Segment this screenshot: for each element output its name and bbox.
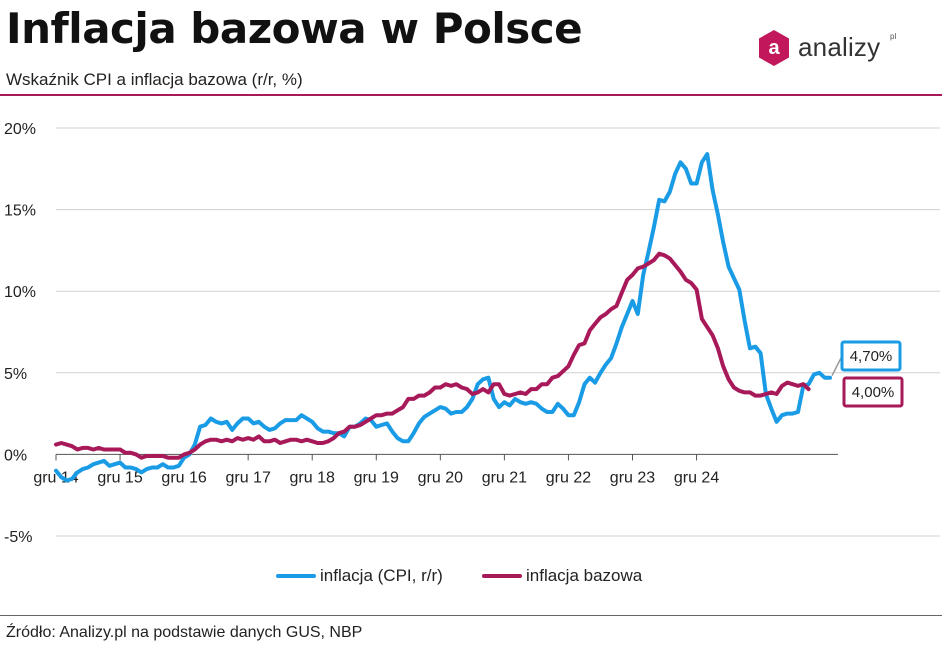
x-tick-label: gru 22 (546, 469, 591, 486)
callout-core-value: 4,00% (852, 384, 895, 401)
brand-name: analizy (798, 32, 881, 62)
chart-legend: inflacja (CPI, r/r) inflacja bazowa (0, 566, 942, 586)
header-divider (0, 94, 942, 96)
y-tick-label: 0% (4, 447, 27, 464)
brand-mark-letter: a (768, 37, 780, 59)
callout-core-box (842, 376, 904, 408)
x-tick-label: gru 19 (354, 469, 399, 486)
series-layer (54, 152, 832, 483)
y-tick-label: 10% (4, 284, 36, 301)
x-tick-label: gru 17 (225, 469, 270, 486)
legend-swatch-core (482, 574, 522, 578)
callout-cpi: 4,70% (831, 340, 902, 377)
y-axis-ticks: 20% 15% 10% 5% 0% -5% (4, 121, 36, 546)
x-tick-label: gru 16 (161, 469, 206, 486)
page-title: Inflacja bazowa w Polsce (6, 4, 583, 53)
grid-lines (56, 127, 940, 537)
source-note: Źródło: Analizy.pl na podstawie danych G… (6, 624, 363, 641)
x-tick-label: gru 24 (674, 469, 719, 486)
end-value-callouts: 4,70% 4,00% (831, 340, 904, 408)
x-tick-label: gru 18 (290, 469, 335, 486)
x-tick-label: gru 21 (482, 469, 527, 486)
analizy-logo-icon: a (759, 30, 789, 66)
legend-item-core: inflacja bazowa (482, 566, 642, 586)
brand-superscript: pl (890, 32, 897, 41)
brand-logo[interactable]: a analizy pl (756, 26, 916, 70)
y-tick-label: -5% (4, 529, 32, 546)
y-tick-label: 5% (4, 366, 27, 383)
callout-core: 4,00% (842, 376, 904, 408)
callout-cpi-value: 4,70% (850, 348, 893, 365)
legend-label-core: inflacja bazowa (526, 566, 643, 585)
x-tick-label: gru 23 (610, 469, 655, 486)
y-tick-label: 20% (4, 121, 36, 138)
inflation-line-chart: 20%15%10%5%0%-5% gru 14 gru 15 gru 16 gru 1… (4, 121, 940, 546)
y-tick-label: 15% (4, 203, 36, 220)
legend-swatch-cpi (276, 574, 316, 578)
footer-divider (0, 615, 942, 616)
legend-item-cpi: inflacja (CPI, r/r) (276, 566, 443, 586)
callout-cpi-box (840, 340, 902, 372)
x-tick-label: gru 15 (97, 469, 142, 486)
series-line-cpi (54, 152, 832, 483)
legend-label-cpi: inflacja (CPI, r/r) (320, 566, 443, 585)
page-subtitle: Wskaźnik CPI a inflacja bazowa (r/r, %) (6, 70, 303, 89)
x-tick-label: gru 20 (418, 469, 463, 486)
callout-leader (831, 355, 843, 377)
series-line-core (54, 251, 811, 460)
x-axis: gru 14 gru 15 gru 16 gru 17 gru 18 gru 19 gru … (33, 453, 838, 486)
